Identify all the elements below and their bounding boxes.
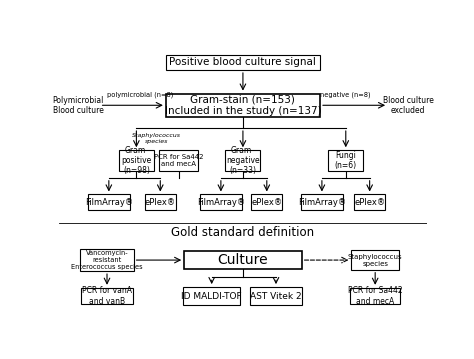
Text: PCR for Sa442
and mecA: PCR for Sa442 and mecA [348, 286, 402, 306]
Text: Blood culture
excluded: Blood culture excluded [383, 95, 434, 115]
Text: FilmArray®: FilmArray® [197, 197, 245, 206]
Text: ID MALDI-TOF: ID MALDI-TOF [182, 292, 242, 300]
FancyBboxPatch shape [351, 251, 399, 270]
Text: FilmArray®: FilmArray® [85, 197, 133, 206]
FancyBboxPatch shape [354, 195, 385, 210]
FancyBboxPatch shape [183, 287, 240, 305]
Text: Positive blood culture signal: Positive blood culture signal [170, 57, 316, 67]
Text: Staphylococcus
species: Staphylococcus species [348, 253, 402, 267]
FancyBboxPatch shape [145, 195, 176, 210]
Text: negative (n=8): negative (n=8) [320, 92, 371, 98]
FancyBboxPatch shape [251, 195, 283, 210]
FancyBboxPatch shape [226, 150, 260, 171]
Text: PCR for vanA
and vanB: PCR for vanA and vanB [82, 286, 132, 306]
Text: ePlex®: ePlex® [354, 197, 385, 206]
Text: Gram-
negative
(n=33): Gram- negative (n=33) [226, 146, 260, 176]
FancyBboxPatch shape [81, 249, 134, 271]
Text: Vancomycin-
resistant
Enterococcus species: Vancomycin- resistant Enterococcus speci… [71, 250, 143, 270]
Text: ePlex®: ePlex® [145, 197, 176, 206]
Text: Polymicrobial
Blood culture: Polymicrobial Blood culture [53, 95, 104, 115]
FancyBboxPatch shape [350, 288, 400, 304]
Text: AST Vitek 2: AST Vitek 2 [250, 292, 302, 300]
FancyBboxPatch shape [328, 150, 363, 171]
Text: polymicrobial (n=8): polymicrobial (n=8) [107, 92, 173, 98]
Text: Fungi
(n=6): Fungi (n=6) [335, 151, 357, 170]
FancyBboxPatch shape [184, 251, 301, 269]
FancyBboxPatch shape [166, 94, 320, 117]
Text: Gold standard definition: Gold standard definition [172, 226, 314, 239]
Text: PCR for Sa442
and mecA: PCR for Sa442 and mecA [154, 154, 203, 167]
FancyBboxPatch shape [82, 288, 133, 304]
FancyBboxPatch shape [200, 195, 242, 210]
Text: Gram-stain (n=153)
Included in the study (n=137): Gram-stain (n=153) Included in the study… [164, 94, 321, 116]
FancyBboxPatch shape [166, 55, 320, 70]
FancyBboxPatch shape [119, 150, 154, 171]
FancyBboxPatch shape [301, 195, 343, 210]
Text: Gram-
positive
(n=98): Gram- positive (n=98) [121, 146, 152, 176]
FancyBboxPatch shape [250, 287, 301, 305]
Text: ePlex®: ePlex® [251, 197, 283, 206]
Text: Staphylococcus
species: Staphylococcus species [132, 133, 181, 144]
Text: Culture: Culture [218, 253, 268, 267]
Text: FilmArray®: FilmArray® [298, 197, 346, 206]
FancyBboxPatch shape [88, 195, 130, 210]
FancyBboxPatch shape [159, 150, 198, 171]
